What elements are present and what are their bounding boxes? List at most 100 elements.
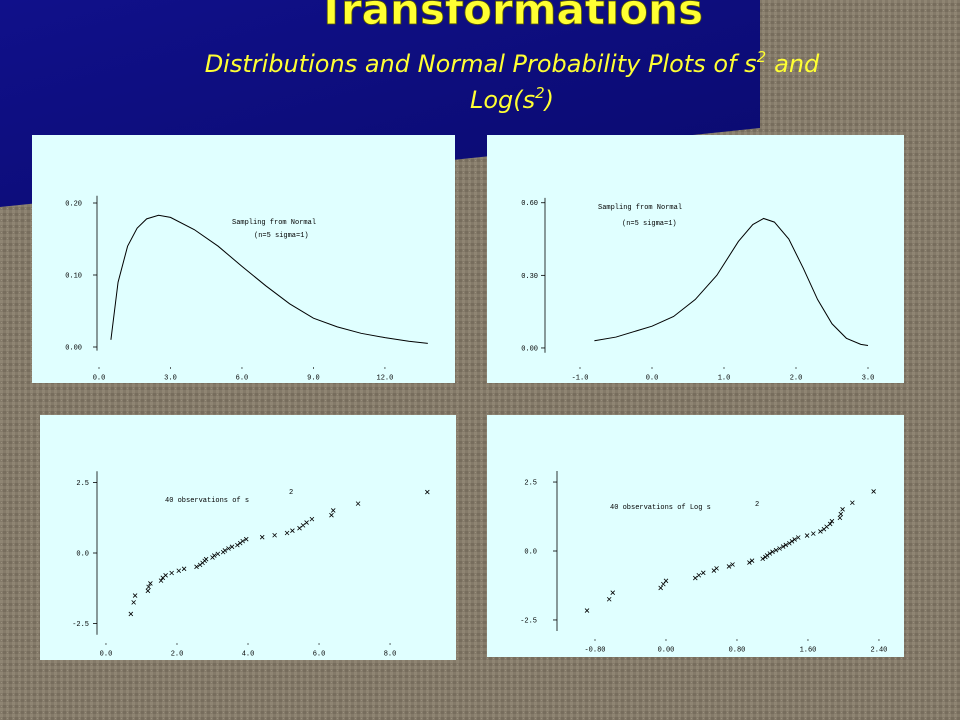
point [850, 500, 855, 506]
chart-panel [487, 415, 904, 657]
point [792, 537, 797, 542]
x-tick-label: 6.0 [236, 375, 249, 383]
point [240, 538, 245, 544]
point [777, 546, 782, 551]
point [780, 544, 786, 549]
x-tick-label: 4.0 [242, 651, 255, 659]
point [194, 564, 199, 570]
point [272, 532, 277, 538]
point [696, 572, 702, 578]
point [584, 608, 590, 613]
chart: -2.5 0.0 2.5 -0.80 0.00 0.80 1.60 2.40 40 observ… [487, 415, 904, 657]
point [226, 546, 231, 551]
point [181, 566, 187, 572]
point [300, 523, 306, 528]
point [789, 539, 795, 544]
point [749, 558, 755, 563]
point [871, 489, 876, 494]
chart-panel [32, 135, 455, 383]
point [304, 520, 309, 525]
point [764, 553, 770, 558]
point [787, 540, 792, 546]
chart-panel [487, 135, 904, 383]
slide-subtitle: Log(s2) [470, 84, 554, 114]
point [818, 529, 823, 534]
y-tick-label: 2.5 [76, 480, 89, 488]
point [783, 542, 789, 548]
x-tick-label: 2.0 [171, 651, 184, 659]
subtitle-text: and [774, 50, 820, 78]
point [726, 564, 732, 569]
x-tick-label: 1.0 [718, 375, 731, 383]
point [145, 588, 151, 594]
x-tick-label: 0.0 [93, 375, 106, 383]
chart: 0.00 0.10 0.20 0.0 3.0 6.0 9.0 12.0 Sampling fro… [32, 135, 455, 383]
annotation: 2 [289, 489, 293, 497]
point [330, 508, 336, 513]
x-tick-label: 8.0 [384, 651, 397, 659]
point [767, 551, 773, 556]
point [169, 570, 174, 576]
x-tick-label: -1.0 [572, 375, 589, 383]
x-tick-label: 3.0 [862, 375, 875, 383]
point [158, 578, 164, 583]
point [838, 511, 844, 517]
y-tick-label: 0.60 [521, 200, 538, 208]
point [770, 549, 775, 555]
x-tick-label: 9.0 [307, 375, 320, 383]
point [714, 566, 719, 571]
point [243, 536, 249, 542]
point [229, 544, 235, 550]
point [297, 525, 302, 531]
x-tick-label: 0.80 [729, 647, 746, 655]
point [309, 516, 315, 522]
point [290, 528, 295, 533]
y-tick-label: 0.0 [76, 551, 89, 559]
point [773, 547, 779, 553]
y-tick-label: 0.20 [65, 201, 82, 209]
y-tick-label: 0.10 [65, 273, 82, 281]
point [606, 596, 612, 602]
point [132, 593, 138, 598]
x-tick-label: 6.0 [313, 651, 326, 659]
annotation: (n=5 sigma=1) [622, 220, 677, 228]
annotation: (n=5 sigma=1) [254, 232, 309, 240]
point [284, 530, 290, 536]
point [329, 512, 334, 518]
point [692, 575, 698, 581]
slide-subtitle: Distributions and Normal Probability Plo… [205, 48, 820, 78]
charts: 0.00 0.10 0.20 0.0 3.0 6.0 9.0 12.0 Sampling fro… [32, 135, 904, 660]
point [827, 521, 833, 527]
y-tick-label: 0.0 [524, 549, 537, 557]
point [235, 542, 240, 548]
point [222, 548, 228, 553]
point [837, 515, 843, 521]
point [804, 533, 810, 538]
subtitle-superscript: 2 [535, 84, 545, 102]
x-tick-label: 0.00 [658, 647, 675, 655]
point [795, 535, 801, 540]
y-tick-label: 0.30 [521, 273, 538, 281]
y-tick-label: -2.5 [72, 621, 89, 629]
point [840, 507, 845, 512]
point [760, 556, 765, 562]
y-tick-label: 0.00 [521, 345, 538, 353]
x-tick-label: 3.0 [164, 375, 177, 383]
point [148, 581, 153, 586]
point [131, 600, 136, 605]
point [747, 560, 752, 565]
point [700, 570, 706, 576]
point [425, 489, 430, 495]
point [146, 584, 151, 590]
point [661, 581, 666, 587]
point [658, 585, 663, 591]
x-tick-label: 2.40 [871, 647, 888, 655]
point [824, 524, 829, 530]
point [176, 568, 182, 574]
chart: -2.5 0.0 2.5 0.0 2.0 4.0 6.0 8.0 40 observations… [40, 415, 456, 660]
point [730, 562, 735, 567]
slide-title: Transformations [317, 0, 703, 34]
y-tick-label: 0.00 [65, 345, 82, 353]
point [215, 551, 221, 557]
